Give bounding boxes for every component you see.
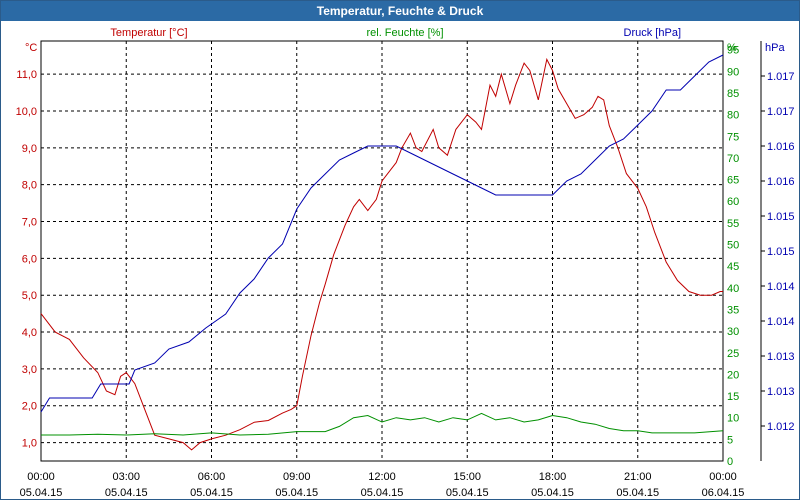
pressure-tick: 1.016: [767, 176, 795, 188]
x-tick-date: 05.04.15: [20, 487, 63, 499]
pressure-ticks: 1.012 1.013 1.013 1.014 1.014 1.015 1.015 1.016…: [761, 71, 795, 433]
pressure-tick: 1.014: [767, 281, 795, 293]
x-tick-time: 00:00: [709, 471, 737, 483]
temperature-tick: 11,0: [16, 69, 37, 81]
x-tick-date: 06.04.15: [702, 487, 745, 499]
series-line-humidity: [41, 412, 724, 436]
x-tick-time: 12:00: [368, 471, 396, 483]
x-tick-date: 05.04.15: [275, 487, 318, 499]
pressure-tick: 1.017: [767, 71, 795, 83]
x-tick-date: 05.04.15: [446, 487, 489, 499]
temperature-tick: 4,0: [22, 327, 37, 339]
x-tick-time: 18:00: [539, 471, 567, 483]
humidity-tick: 30: [727, 326, 739, 338]
grid-lines: [41, 41, 723, 461]
temperature-tick: 8,0: [22, 180, 37, 192]
temperature-unit: °C: [25, 42, 37, 54]
temperature-tick: 3,0: [22, 364, 37, 376]
temperature-tick: 6,0: [22, 253, 37, 265]
temperature-tick: 2,0: [22, 401, 37, 413]
x-tick-time: 00:00: [27, 471, 55, 483]
humidity-tick: 20: [727, 369, 739, 381]
humidity-tick: 75: [727, 131, 739, 143]
humidity-tick: 50: [727, 240, 739, 252]
x-tick-date: 05.04.15: [190, 487, 233, 499]
humidity-label: rel. Feuchte [%]: [366, 27, 443, 39]
temperature-tick: 10,0: [16, 106, 37, 118]
humidity-tick: 85: [727, 88, 739, 100]
pressure-unit: hPa: [765, 42, 785, 54]
x-tick-time: 03:00: [112, 471, 140, 483]
humidity-tick: 10: [727, 413, 739, 425]
x-tick-date: 05.04.15: [531, 487, 574, 499]
pressure-tick: 1.013: [767, 351, 795, 363]
temperature-tick: 5,0: [22, 290, 37, 302]
series-line-temperature: [40, 57, 723, 451]
pressure-tick: 1.015: [767, 211, 795, 223]
x-tick-time: 15:00: [453, 471, 481, 483]
x-tick-time: 09:00: [283, 471, 311, 483]
humidity-tick: 60: [727, 196, 739, 208]
pressure-tick: 1.015: [767, 246, 795, 258]
pressure-tick: 1.012: [767, 421, 795, 433]
humidity-tick: 90: [727, 66, 739, 78]
x-ticks: 00:00 05.04.15 03:00 05.04.15 06:00 05.04.15 0…: [20, 471, 745, 499]
window-title: Temperatur, Feuchte & Druck: [1, 1, 799, 21]
x-tick-date: 05.04.15: [361, 487, 404, 499]
series-line-pressure: [40, 54, 724, 413]
humidity-tick: 15: [727, 391, 739, 403]
x-tick-date: 05.04.15: [616, 487, 659, 499]
humidity-unit: %: [727, 42, 737, 54]
axes: [40, 40, 762, 462]
pressure-tick: 1.014: [767, 316, 795, 328]
temperature-tick: 9,0: [22, 143, 37, 155]
humidity-tick: 45: [727, 261, 739, 273]
series: [40, 54, 724, 451]
humidity-tick: 80: [727, 110, 739, 122]
humidity-tick: 95: [727, 45, 739, 57]
humidity-tick: 70: [727, 153, 739, 165]
pressure-tick: 1.016: [767, 141, 795, 153]
temperature-tick: 7,0: [22, 217, 37, 229]
humidity-tick: 0: [727, 456, 733, 468]
humidity-tick: 25: [727, 348, 739, 360]
humidity-tick: 40: [727, 283, 739, 295]
humidity-ticks: 0 5 10 15 20 25 30 35 40 45 50 55 60 65 70 75 80 85 90 95: [727, 45, 739, 468]
pressure-tick: 1.017: [767, 106, 795, 118]
humidity-tick: 55: [727, 218, 739, 230]
pressure-label: Druck [hPa]: [624, 27, 681, 39]
x-tick-time: 21:00: [624, 471, 652, 483]
humidity-tick: 35: [727, 304, 739, 316]
pressure-tick: 1.013: [767, 386, 795, 398]
plot-frame: [40, 40, 724, 462]
temperature-ticks: 1,0 2,0 3,0 4,0 5,0 6,0 7,0 8,0 9,0 10,0 11,0: [16, 69, 37, 449]
humidity-tick: 5: [727, 434, 733, 446]
x-tick-time: 06:00: [198, 471, 226, 483]
temperature-tick: 1,0: [22, 438, 37, 450]
temperature-label: Temperatur [°C]: [110, 27, 187, 39]
axis-labels: °C Temperatur [°C] rel. Feuchte [%]% Druck …: [25, 27, 785, 54]
x-tick-date: 05.04.15: [105, 487, 148, 499]
humidity-tick: 65: [727, 175, 739, 187]
